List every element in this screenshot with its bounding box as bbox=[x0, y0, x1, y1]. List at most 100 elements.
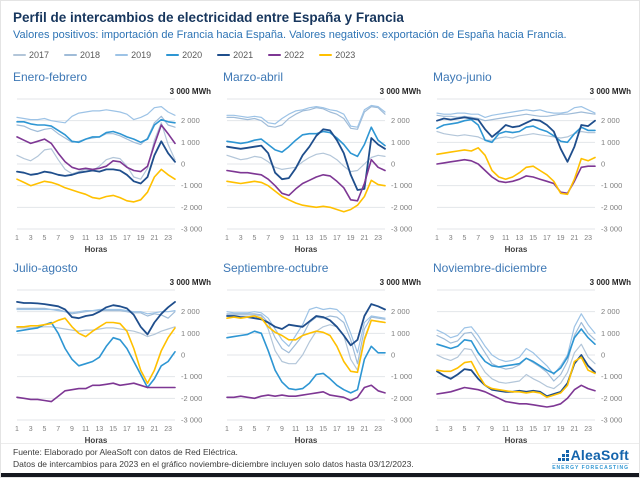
x-tick-label: 5 bbox=[463, 235, 467, 242]
charts-grid: Enero-febrero 3 000 MWh 2 000 1 000 0 -1 000-… bbox=[1, 60, 639, 446]
y-tick-label: -1 000 bbox=[391, 181, 412, 190]
x-tick-label: 21 bbox=[150, 426, 158, 433]
x-tick-label: 3 bbox=[449, 426, 453, 433]
x-tick-label: 7 bbox=[56, 426, 60, 433]
x-tick-label: 23 bbox=[164, 426, 172, 433]
bottom-accent-bar bbox=[1, 473, 639, 477]
series-line-2019 bbox=[436, 313, 596, 376]
y-tick-label: 1 000 bbox=[391, 138, 410, 147]
x-tick-label: 5 bbox=[253, 426, 257, 433]
y-tick-label: 1 000 bbox=[601, 138, 620, 147]
series-line-2021 bbox=[436, 116, 596, 163]
x-tick-label: 7 bbox=[476, 426, 480, 433]
x-tick-label: 11 bbox=[82, 235, 89, 242]
logo-dots-icon bbox=[558, 450, 569, 461]
chart-julio-agosto: Julio-agosto 3 000 MWh 2 000 1 000 0 -1 000 -2… bbox=[13, 257, 217, 446]
x-tick-label: 3 bbox=[29, 426, 33, 433]
x-tick-label: 5 bbox=[253, 235, 257, 242]
x-axis-label: Horas bbox=[295, 245, 318, 254]
series-line-2023 bbox=[226, 179, 386, 213]
legend-swatch-2022 bbox=[268, 54, 282, 56]
series-line-2020 bbox=[226, 126, 386, 158]
series-line-2019 bbox=[226, 306, 386, 354]
x-tick-label: 13 bbox=[96, 426, 104, 433]
x-tick-label: 1 bbox=[435, 235, 439, 242]
x-tick-label: 15 bbox=[319, 426, 327, 433]
chart-title: Marzo-abril bbox=[223, 70, 284, 84]
y-tick-label: 1 000 bbox=[181, 138, 200, 147]
legend-swatch-2023 bbox=[319, 54, 333, 56]
logo-name: AleaSoft bbox=[570, 446, 629, 463]
y-tick-label: -2 000 bbox=[391, 203, 412, 212]
chart-title: Noviembre-diciembre bbox=[433, 261, 548, 275]
x-tick-label: 19 bbox=[137, 426, 145, 433]
series-line-2022 bbox=[226, 384, 386, 402]
chart-title: Mayo-junio bbox=[433, 70, 492, 84]
legend-item-2020: 2020 bbox=[166, 50, 202, 60]
y-axis-unit-label: 3 000 MWh bbox=[590, 87, 631, 96]
x-tick-label: 3 bbox=[239, 235, 243, 242]
y-tick-label: -1 000 bbox=[181, 372, 202, 381]
x-tick-label: 5 bbox=[43, 426, 47, 433]
x-tick-label: 23 bbox=[164, 235, 172, 242]
y-tick-label: 2 000 bbox=[601, 307, 620, 316]
series-line-2018 bbox=[436, 111, 596, 122]
y-tick-label: 1 000 bbox=[601, 329, 620, 338]
source-line-1: Fuente: Elaborado por AleaSoft con datos… bbox=[13, 446, 238, 457]
x-tick-label: 19 bbox=[137, 235, 145, 242]
y-tick-label: 1 000 bbox=[391, 329, 410, 338]
series-line-2018 bbox=[436, 321, 596, 382]
x-tick-label: 11 bbox=[292, 235, 299, 242]
x-axis-label: Horas bbox=[505, 245, 528, 254]
series-line-2022 bbox=[436, 158, 596, 195]
x-tick-label: 7 bbox=[476, 235, 480, 242]
x-tick-label: 15 bbox=[109, 235, 117, 242]
page-title: Perfil de intercambios de electricidad e… bbox=[13, 10, 404, 25]
y-tick-label: 0 bbox=[391, 160, 395, 169]
x-axis-label: Horas bbox=[295, 436, 318, 445]
y-tick-label: -1 000 bbox=[391, 372, 412, 381]
chart-noviembre-diciembre: Noviembre-diciembre 3 000 MWh 2 000 1 000 0 -… bbox=[433, 257, 637, 446]
x-tick-label: 17 bbox=[333, 426, 341, 433]
x-tick-label: 15 bbox=[319, 235, 327, 242]
y-axis-unit-label: 3 000 MWh bbox=[380, 87, 421, 96]
series-line-2022 bbox=[436, 384, 596, 408]
chart-septiembre-octubre: Septiembre-octubre 3 000 MWh 2 000 1 000 0 -1… bbox=[223, 257, 427, 446]
x-tick-label: 7 bbox=[266, 235, 270, 242]
series-line-2023 bbox=[436, 146, 596, 196]
legend-label: 2021 bbox=[233, 50, 254, 60]
chart-enero-febrero: Enero-febrero 3 000 MWh 2 000 1 000 0 -1 000 -… bbox=[13, 66, 217, 255]
series-line-2020 bbox=[226, 330, 386, 394]
y-tick-label: 0 bbox=[601, 351, 605, 360]
x-tick-label: 15 bbox=[529, 235, 537, 242]
x-tick-label: 23 bbox=[374, 235, 382, 242]
x-tick-label: 9 bbox=[490, 235, 494, 242]
x-tick-label: 5 bbox=[463, 426, 467, 433]
x-tick-label: 11 bbox=[82, 426, 89, 433]
x-tick-label: 13 bbox=[516, 426, 524, 433]
y-tick-label: -2 000 bbox=[181, 203, 202, 212]
y-tick-label: 2 000 bbox=[391, 116, 410, 125]
series-line-2023 bbox=[226, 315, 386, 374]
legend-label: 2023 bbox=[335, 50, 356, 60]
x-tick-label: 19 bbox=[557, 426, 565, 433]
x-tick-label: 17 bbox=[543, 235, 551, 242]
aleasoft-logo: AleaSoft Energy Forecasting bbox=[552, 447, 629, 471]
y-axis-unit-label: 3 000 MWh bbox=[590, 278, 631, 287]
x-tick-label: 13 bbox=[516, 235, 524, 242]
x-tick-label: 23 bbox=[584, 235, 592, 242]
chart-title: Enero-febrero bbox=[13, 70, 88, 84]
x-tick-label: 1 bbox=[435, 426, 439, 433]
series-line-2022 bbox=[16, 382, 176, 403]
legend-item-2023: 2023 bbox=[319, 50, 355, 60]
x-tick-label: 3 bbox=[29, 235, 33, 242]
footer: Fuente: Elaborado por AleaSoft con datos… bbox=[1, 443, 639, 473]
page-subtitle: Valores positivos: importación de Franci… bbox=[13, 29, 567, 41]
legend-label: 2019 bbox=[131, 50, 152, 60]
x-tick-label: 1 bbox=[225, 235, 229, 242]
y-tick-label: -3 000 bbox=[601, 416, 622, 425]
y-tick-label: -3 000 bbox=[181, 416, 202, 425]
